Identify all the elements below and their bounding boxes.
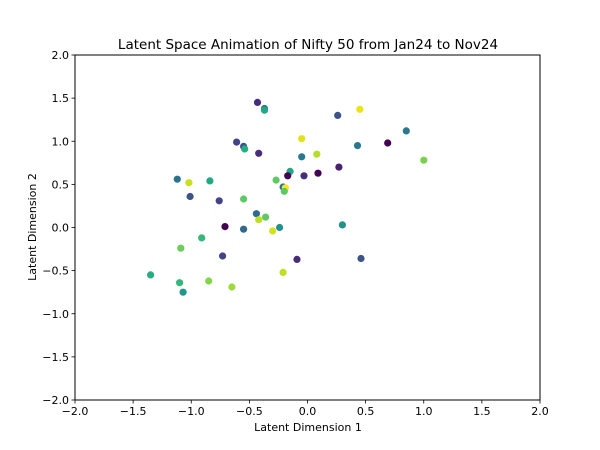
y-tick-label: −1.0 [42, 308, 69, 321]
scatter-point [260, 106, 269, 114]
x-axis: −2.0 −1.5 −1.0 −0.5 0.0 0.5 1.0 1.5 2.0 [62, 400, 549, 418]
x-tick-label: −1.0 [178, 405, 205, 418]
scatter-point [300, 172, 308, 180]
y-tick-label: −2.0 [42, 394, 69, 407]
scatter-point [179, 288, 187, 296]
scatter-point [338, 221, 346, 229]
scatter-point [185, 179, 193, 187]
y-axis-label: Latent Dimension 2 [26, 173, 39, 281]
scatter-point [384, 139, 392, 147]
scatter-point [314, 169, 322, 177]
scatter-point [186, 192, 194, 201]
scatter-point [276, 223, 284, 232]
scatter-point [205, 277, 213, 285]
scatter-point [176, 279, 184, 287]
scatter-point [353, 142, 362, 150]
scatter-point [298, 135, 306, 143]
scatter-point [334, 111, 342, 119]
y-tick-label: 1.0 [52, 135, 70, 148]
scatter-point [272, 176, 280, 184]
scatter-point [221, 223, 229, 231]
scatter-point [206, 177, 214, 185]
scatter-point [284, 172, 292, 180]
y-tick-label: 0.0 [52, 222, 70, 235]
x-tick-label: 2.0 [531, 405, 549, 418]
scatter-point [147, 271, 155, 279]
scatter-point [269, 227, 277, 235]
x-tick-label: 0.5 [357, 405, 375, 418]
y-axis: −2.0 −1.5 −1.0 −0.5 0.0 0.5 1.0 1.5 2.0 [42, 49, 75, 407]
y-tick-label: 1.5 [52, 92, 70, 105]
scatter-point [279, 268, 287, 276]
scatter-point [240, 225, 248, 233]
x-tick-label: 0.0 [299, 405, 317, 418]
scatter-point [241, 145, 249, 153]
y-tick-label: −0.5 [42, 265, 69, 278]
scatter-point [255, 216, 263, 224]
scatter-point [420, 156, 428, 164]
scatter-point [298, 153, 306, 161]
x-tick-label: 1.0 [415, 405, 433, 418]
scatter-point [173, 175, 181, 183]
scatter-point [402, 127, 410, 135]
scatter-point [357, 254, 365, 263]
x-tick-label: −0.5 [236, 405, 263, 418]
scatter-point [219, 252, 227, 260]
points-layer [147, 98, 428, 296]
y-tick-label: 2.0 [52, 49, 70, 62]
scatter-point [215, 197, 223, 205]
scatter-point [252, 210, 260, 218]
scatter-point [228, 283, 236, 291]
scatter-point [255, 149, 263, 157]
scatter-point [335, 163, 343, 171]
x-tick-label: −1.5 [120, 405, 147, 418]
x-tick-label: −2.0 [62, 405, 89, 418]
chart-title: Latent Space Animation of Nifty 50 from … [118, 37, 498, 53]
scatter-point [198, 234, 206, 242]
scatter-point [293, 255, 301, 263]
scatter-point [240, 195, 248, 203]
y-tick-label: −1.5 [42, 351, 69, 364]
scatter-point [233, 138, 241, 146]
x-axis-label: Latent Dimension 1 [254, 421, 362, 434]
scatter-point [280, 187, 288, 195]
scatter-point [253, 98, 262, 106]
scatter-point [262, 213, 270, 221]
x-tick-label: 1.5 [473, 405, 491, 418]
scatter-point [177, 244, 185, 252]
y-tick-label: 0.5 [52, 178, 70, 191]
scatter-point [313, 150, 321, 158]
scatter-point [356, 105, 364, 113]
